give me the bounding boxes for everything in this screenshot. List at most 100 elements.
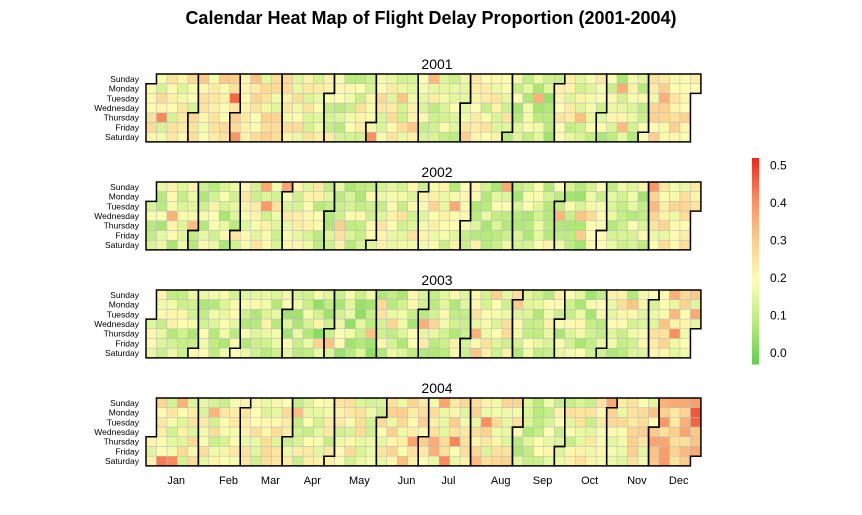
day-cell — [595, 426, 607, 438]
day-cell — [554, 328, 566, 339]
day-cell — [166, 436, 178, 447]
weekday-label: Sunday — [110, 182, 140, 192]
day-cell — [522, 289, 534, 300]
day-cell — [637, 73, 649, 84]
day-cell — [334, 131, 346, 143]
day-cell — [271, 455, 283, 467]
day-cell — [543, 112, 555, 123]
month-label: Apr — [304, 475, 321, 487]
day-cell — [480, 328, 492, 339]
day-cell — [229, 210, 241, 222]
day-cell — [355, 338, 367, 349]
day-cell — [459, 73, 471, 84]
day-cell — [177, 338, 189, 349]
day-cell — [260, 191, 272, 202]
day-cell — [543, 102, 555, 114]
day-cell — [470, 220, 482, 231]
day-cell — [543, 191, 555, 202]
day-cell — [658, 309, 670, 320]
day-cell — [480, 83, 492, 94]
day-cell — [386, 289, 398, 300]
day-cell — [386, 397, 398, 408]
day-cell — [292, 201, 304, 212]
day-cell — [679, 122, 691, 133]
day-cell — [156, 328, 168, 339]
day-cell — [627, 328, 639, 339]
legend-color-step — [752, 223, 759, 228]
day-cell — [616, 289, 628, 300]
day-cell — [187, 73, 199, 84]
day-cell — [522, 201, 534, 212]
day-cell — [292, 455, 304, 467]
day-cell — [239, 338, 251, 349]
day-cell — [595, 181, 607, 192]
day-cell — [575, 318, 586, 330]
day-cell — [355, 347, 367, 359]
day-cell — [512, 201, 524, 212]
day-cell — [302, 328, 314, 339]
day-cell — [229, 220, 241, 231]
day-cell — [397, 122, 408, 133]
day-cell — [166, 318, 178, 330]
legend-color-step — [752, 257, 759, 262]
day-cell — [334, 426, 346, 438]
day-cell — [491, 446, 503, 457]
day-cell — [470, 417, 482, 428]
day-cell — [522, 230, 534, 241]
month-outline — [595, 181, 650, 251]
day-cell — [564, 338, 576, 349]
day-cell — [187, 289, 199, 300]
day-cell — [208, 299, 220, 310]
day-cell — [491, 289, 503, 300]
day-cell — [208, 220, 220, 231]
day-cell — [554, 426, 566, 438]
day-cell — [376, 338, 388, 349]
day-cell — [407, 93, 419, 104]
day-cell — [501, 239, 513, 251]
day-cell — [459, 210, 471, 222]
legend-color-step — [752, 357, 759, 362]
day-cell — [417, 201, 429, 212]
day-cell — [449, 407, 461, 418]
day-cell — [512, 407, 524, 418]
day-cell — [177, 407, 189, 418]
year-panels: 2001SundayMondayTuesdayWednesdayThursday… — [94, 56, 702, 467]
legend-color-step — [752, 288, 759, 293]
day-cell — [145, 210, 157, 222]
day-cell — [449, 230, 461, 241]
day-cell — [585, 239, 597, 251]
day-cell — [554, 102, 566, 114]
day-cell — [564, 239, 576, 251]
day-cell — [449, 347, 461, 359]
day-cell — [449, 191, 461, 202]
day-cell — [386, 230, 398, 241]
day-cell — [470, 407, 482, 418]
day-cell — [449, 426, 461, 438]
day-cell — [606, 338, 618, 349]
day-cell — [187, 397, 199, 408]
day-cell — [417, 455, 429, 467]
day-cell — [648, 73, 660, 84]
day-cell — [627, 426, 639, 438]
day-cell — [585, 122, 597, 133]
day-cell — [438, 289, 450, 300]
day-cell — [575, 328, 586, 339]
day-cell — [198, 446, 210, 457]
day-cell — [595, 397, 607, 408]
day-cell — [438, 112, 450, 123]
day-cell — [679, 131, 691, 143]
day-cell — [313, 131, 325, 143]
day-cell — [386, 73, 398, 84]
day-cell — [344, 436, 356, 447]
day-cell — [156, 93, 168, 104]
day-cell — [648, 181, 660, 192]
day-cell — [323, 201, 335, 212]
day-cell — [313, 426, 325, 438]
day-cell — [407, 417, 419, 428]
day-cell — [679, 407, 691, 418]
day-cell — [449, 397, 461, 408]
day-cell — [407, 210, 419, 222]
day-cell — [470, 230, 482, 241]
day-cell — [585, 407, 597, 418]
legend-color-step — [752, 350, 759, 355]
